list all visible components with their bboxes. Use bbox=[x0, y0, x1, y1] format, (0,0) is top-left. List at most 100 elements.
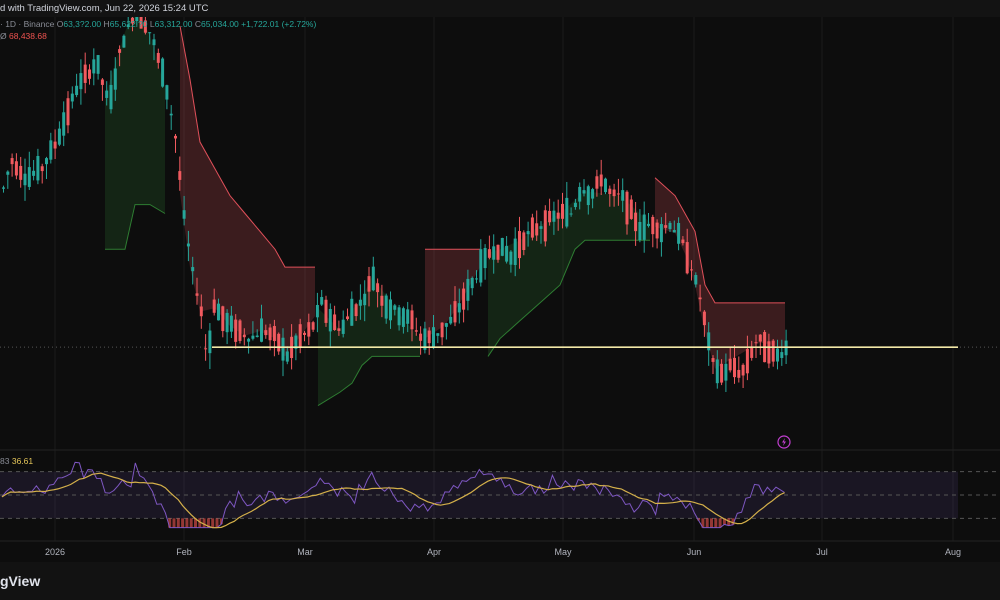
candle-body bbox=[707, 332, 711, 351]
rsi-ma-value: 36.61 bbox=[11, 456, 34, 466]
candle-body bbox=[629, 199, 633, 219]
candle-body bbox=[247, 338, 251, 342]
candle-body bbox=[715, 359, 719, 384]
candle-body bbox=[62, 112, 66, 136]
candle-body bbox=[380, 295, 384, 306]
candle-body bbox=[333, 314, 337, 331]
legend-high-value: 65,622.?0 bbox=[109, 19, 148, 29]
indicator-value: 68,438.68 bbox=[9, 31, 47, 41]
legend-change: +1,722.01 (+2.72%) bbox=[241, 19, 317, 29]
candle-body bbox=[539, 226, 543, 229]
published-text: d with TradingView.com, Jun 22, 2026 15:… bbox=[0, 3, 209, 14]
candle-body bbox=[612, 189, 616, 197]
candle-body bbox=[573, 202, 577, 208]
supertrend-down-zone bbox=[425, 249, 480, 339]
candle-body bbox=[621, 190, 625, 201]
legend-open-value: 63,3?2.00 bbox=[63, 19, 102, 29]
candle-body bbox=[419, 333, 423, 341]
x-tick-label: Jul bbox=[816, 547, 828, 557]
candle-body bbox=[346, 316, 349, 319]
alert-bolt-icon[interactable] bbox=[777, 435, 791, 449]
candle-body bbox=[432, 327, 435, 349]
candle-body bbox=[604, 178, 607, 193]
candle-body bbox=[750, 347, 754, 358]
legend-low-value: 63,312.00 bbox=[154, 19, 193, 29]
candle-body bbox=[92, 59, 96, 74]
supertrend-up-zone bbox=[105, 8, 165, 250]
candle-body bbox=[487, 249, 491, 258]
candle-body bbox=[741, 364, 745, 376]
candle-body bbox=[711, 358, 715, 362]
candle-body bbox=[126, 24, 130, 27]
candle-body bbox=[109, 84, 113, 110]
candle-body bbox=[556, 212, 560, 219]
candle-body bbox=[698, 297, 702, 300]
candle-body bbox=[350, 298, 354, 326]
candle-body bbox=[221, 306, 225, 332]
candle-body bbox=[195, 293, 199, 296]
candle-body bbox=[204, 348, 208, 350]
candle-body bbox=[315, 305, 319, 318]
candle-body bbox=[285, 351, 289, 362]
candle-body bbox=[513, 238, 517, 266]
candle-body bbox=[638, 221, 642, 241]
candle-body bbox=[526, 231, 530, 235]
indicator-symbol: Ø bbox=[0, 31, 7, 41]
supertrend-down-zone-line bbox=[654, 177, 785, 304]
candle-body bbox=[367, 276, 371, 292]
candle-body bbox=[475, 278, 478, 280]
legend-open-label: O bbox=[56, 19, 64, 29]
candle-body bbox=[440, 322, 444, 338]
candle-body bbox=[616, 193, 620, 195]
candle-body bbox=[672, 230, 676, 233]
candle-body bbox=[582, 190, 586, 194]
candle-body bbox=[522, 232, 526, 251]
candle-body bbox=[530, 217, 534, 238]
candle-body bbox=[251, 335, 255, 339]
candle-body bbox=[436, 333, 440, 336]
price-chart[interactable] bbox=[0, 0, 1000, 562]
x-tick-label: Mar bbox=[297, 547, 313, 557]
candle-body bbox=[217, 303, 220, 321]
x-tick-label: Feb bbox=[176, 547, 192, 557]
candle-body bbox=[414, 330, 418, 332]
legend-close-label: C bbox=[194, 19, 201, 29]
candle-body bbox=[328, 308, 332, 332]
candle-body bbox=[2, 187, 5, 189]
candle-body bbox=[88, 69, 91, 79]
candle-body bbox=[376, 283, 380, 293]
candle-body bbox=[272, 326, 276, 342]
candle-body bbox=[169, 113, 173, 116]
candle-body bbox=[694, 275, 698, 285]
candle-body bbox=[496, 244, 500, 260]
candle-body bbox=[10, 158, 14, 165]
candle-body bbox=[479, 249, 483, 283]
candle-body bbox=[702, 311, 706, 326]
candle-body bbox=[634, 212, 638, 232]
candle-body bbox=[457, 303, 461, 313]
candle-body bbox=[492, 246, 496, 260]
candle-body bbox=[737, 369, 741, 378]
candle-body bbox=[655, 222, 659, 239]
candle-body bbox=[75, 85, 79, 96]
candle-body bbox=[23, 173, 27, 186]
candle-body bbox=[212, 299, 216, 313]
candle-body bbox=[341, 319, 345, 334]
candle-body bbox=[264, 330, 268, 336]
candle-body bbox=[776, 348, 779, 362]
legend-symbol: · 1D · Binance bbox=[0, 19, 55, 29]
candle-body bbox=[466, 278, 470, 301]
candle-body bbox=[728, 358, 732, 371]
candle-body bbox=[320, 297, 324, 305]
candle-body bbox=[178, 171, 182, 180]
brand-logo: gView bbox=[0, 573, 41, 589]
candle-body bbox=[354, 304, 358, 317]
candle-body bbox=[745, 348, 749, 374]
candle-body bbox=[260, 318, 263, 342]
header-bar: d with TradingView.com, Jun 22, 2026 15:… bbox=[0, 0, 1000, 17]
candle-body bbox=[277, 333, 281, 352]
rsi-band bbox=[0, 471, 958, 519]
candle-body bbox=[651, 216, 655, 235]
supertrend-up-zone-line bbox=[487, 239, 650, 357]
candle-body bbox=[139, 7, 143, 29]
